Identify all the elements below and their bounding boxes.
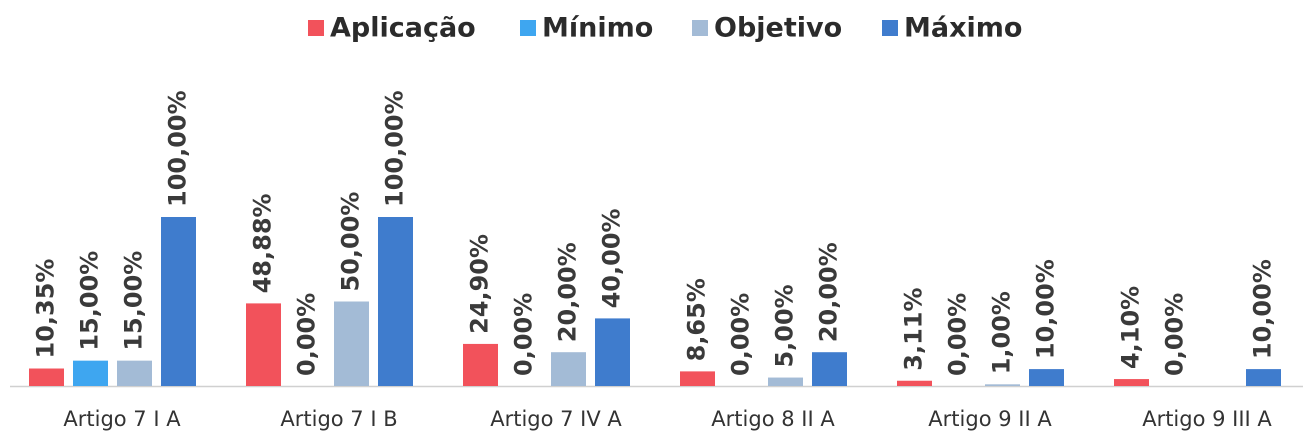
value-label: 48,88% [249,193,277,293]
bar [551,352,586,386]
bar [1114,379,1149,386]
bar [985,384,1020,386]
bar [29,368,64,386]
legend-label: Objetivo [714,13,842,44]
value-label: 5,00% [771,284,799,367]
bar [117,360,152,386]
value-label: 0,00% [727,293,755,376]
value-label: 0,00% [944,293,972,376]
value-label: 15,00% [120,251,148,351]
bar [897,380,932,386]
value-label: 3,11% [900,287,928,370]
bar [378,217,413,386]
legend-label: Máximo [904,13,1022,44]
value-label: 20,00% [554,242,582,342]
value-label: 100,00% [381,90,409,207]
value-label: 20,00% [815,242,843,342]
bar [595,318,630,386]
value-label: 0,00% [293,293,321,376]
legend-swatch [692,20,708,36]
bar [812,352,847,386]
value-label: 8,65% [683,278,711,361]
bar [246,303,281,386]
value-label: 24,90% [466,234,494,334]
bar [334,301,369,386]
value-label: 4,10% [1117,286,1145,369]
value-label: 0,00% [1161,293,1189,376]
bar [1029,369,1064,386]
x-tick-label: Artigo 9 II A [928,407,1052,431]
x-tick-label: Artigo 8 II A [711,407,835,431]
x-tick-label: Artigo 7 IV A [490,407,622,431]
legend-label: Aplicação [330,13,476,44]
legend-label: Mínimo [542,13,653,44]
value-label: 15,00% [76,251,104,351]
value-label: 10,00% [1032,259,1060,359]
bar [680,371,715,386]
value-label: 50,00% [337,192,365,292]
bar [161,217,196,386]
bar [463,343,498,386]
value-label: 40,00% [598,208,626,308]
value-label: 10,00% [1249,259,1277,359]
legend-swatch [308,20,324,36]
value-label: 10,35% [32,259,60,359]
value-label: 100,00% [164,90,192,207]
value-label: 0,00% [510,293,538,376]
bar [73,360,108,386]
legend-swatch [882,20,898,36]
x-tick-label: Artigo 7 I B [280,407,397,431]
value-label: 1,00% [988,291,1016,374]
legend-swatch [520,20,536,36]
x-tick-label: Artigo 9 III A [1142,407,1272,431]
bar [1246,369,1281,386]
x-tick-label: Artigo 7 I A [63,407,181,431]
bar [768,377,803,386]
